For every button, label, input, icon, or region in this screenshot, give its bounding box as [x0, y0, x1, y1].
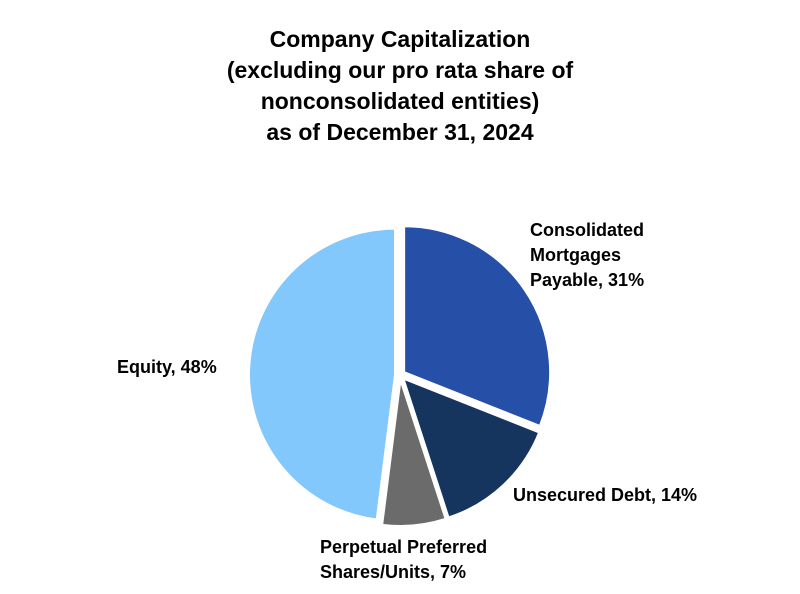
chart-title: Company Capitalization (excluding our pr… [0, 24, 800, 148]
chart-title-line-4: as of December 31, 2024 [266, 119, 534, 145]
chart-title-line-1: Company Capitalization [269, 26, 531, 52]
slice-label-perpetual-preferred: Perpetual Preferred Shares/Units, 7% [320, 535, 487, 585]
slice-label-line: Unsecured Debt, 14% [513, 485, 698, 505]
slice-label-line: Payable, 31% [530, 270, 645, 290]
slice-consolidated-mortgages [403, 225, 552, 428]
chart-title-line-2: (excluding our pro rata share of [226, 57, 574, 83]
chart-title-line-3: nonconsolidated entities) [260, 88, 540, 114]
slice-label-consolidated-mortgages: Consolidated Mortgages Payable, 31% [530, 218, 644, 293]
slice-unsecured-debt [401, 376, 541, 519]
slice-perpetual-preferred [381, 379, 447, 527]
slice-label-line: Perpetual Preferred [320, 537, 488, 557]
slice-label-unsecured-debt: Unsecured Debt, 14% [513, 483, 697, 508]
slice-label-line: Equity, 48% [117, 357, 217, 377]
slice-label-line: Mortgages [530, 245, 622, 265]
slice-label-line: Consolidated [530, 220, 645, 240]
slice-label-line: Shares/Units, 7% [320, 562, 467, 582]
slice-equity [248, 227, 397, 521]
slice-label-equity: Equity, 48% [117, 355, 217, 380]
